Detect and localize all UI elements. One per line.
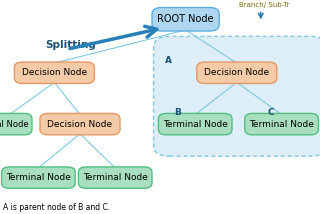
Text: Terminal Node: Terminal Node [83, 173, 148, 182]
Text: A is parent node of B and C.: A is parent node of B and C. [3, 203, 110, 212]
Text: Terminal Node: Terminal Node [6, 173, 71, 182]
Text: Terminal Node: Terminal Node [249, 120, 314, 129]
Text: Branch/ Sub-Tr: Branch/ Sub-Tr [239, 2, 289, 8]
FancyBboxPatch shape [245, 113, 318, 135]
FancyBboxPatch shape [197, 62, 277, 83]
Text: ROOT Node: ROOT Node [157, 14, 214, 24]
FancyBboxPatch shape [158, 113, 232, 135]
Text: C: C [267, 108, 274, 117]
Text: Terminal Node: Terminal Node [163, 120, 228, 129]
FancyBboxPatch shape [2, 167, 75, 188]
Text: B: B [174, 108, 181, 117]
Text: nal Node: nal Node [0, 120, 28, 129]
Text: Decision Node: Decision Node [22, 68, 87, 77]
Text: A: A [164, 56, 172, 65]
Text: Splitting: Splitting [45, 40, 96, 50]
FancyBboxPatch shape [78, 167, 152, 188]
FancyBboxPatch shape [14, 62, 94, 83]
FancyBboxPatch shape [0, 113, 32, 135]
FancyBboxPatch shape [152, 7, 219, 31]
Text: Decision Node: Decision Node [47, 120, 113, 129]
Text: Decision Node: Decision Node [204, 68, 269, 77]
FancyBboxPatch shape [40, 113, 120, 135]
FancyBboxPatch shape [154, 36, 320, 156]
